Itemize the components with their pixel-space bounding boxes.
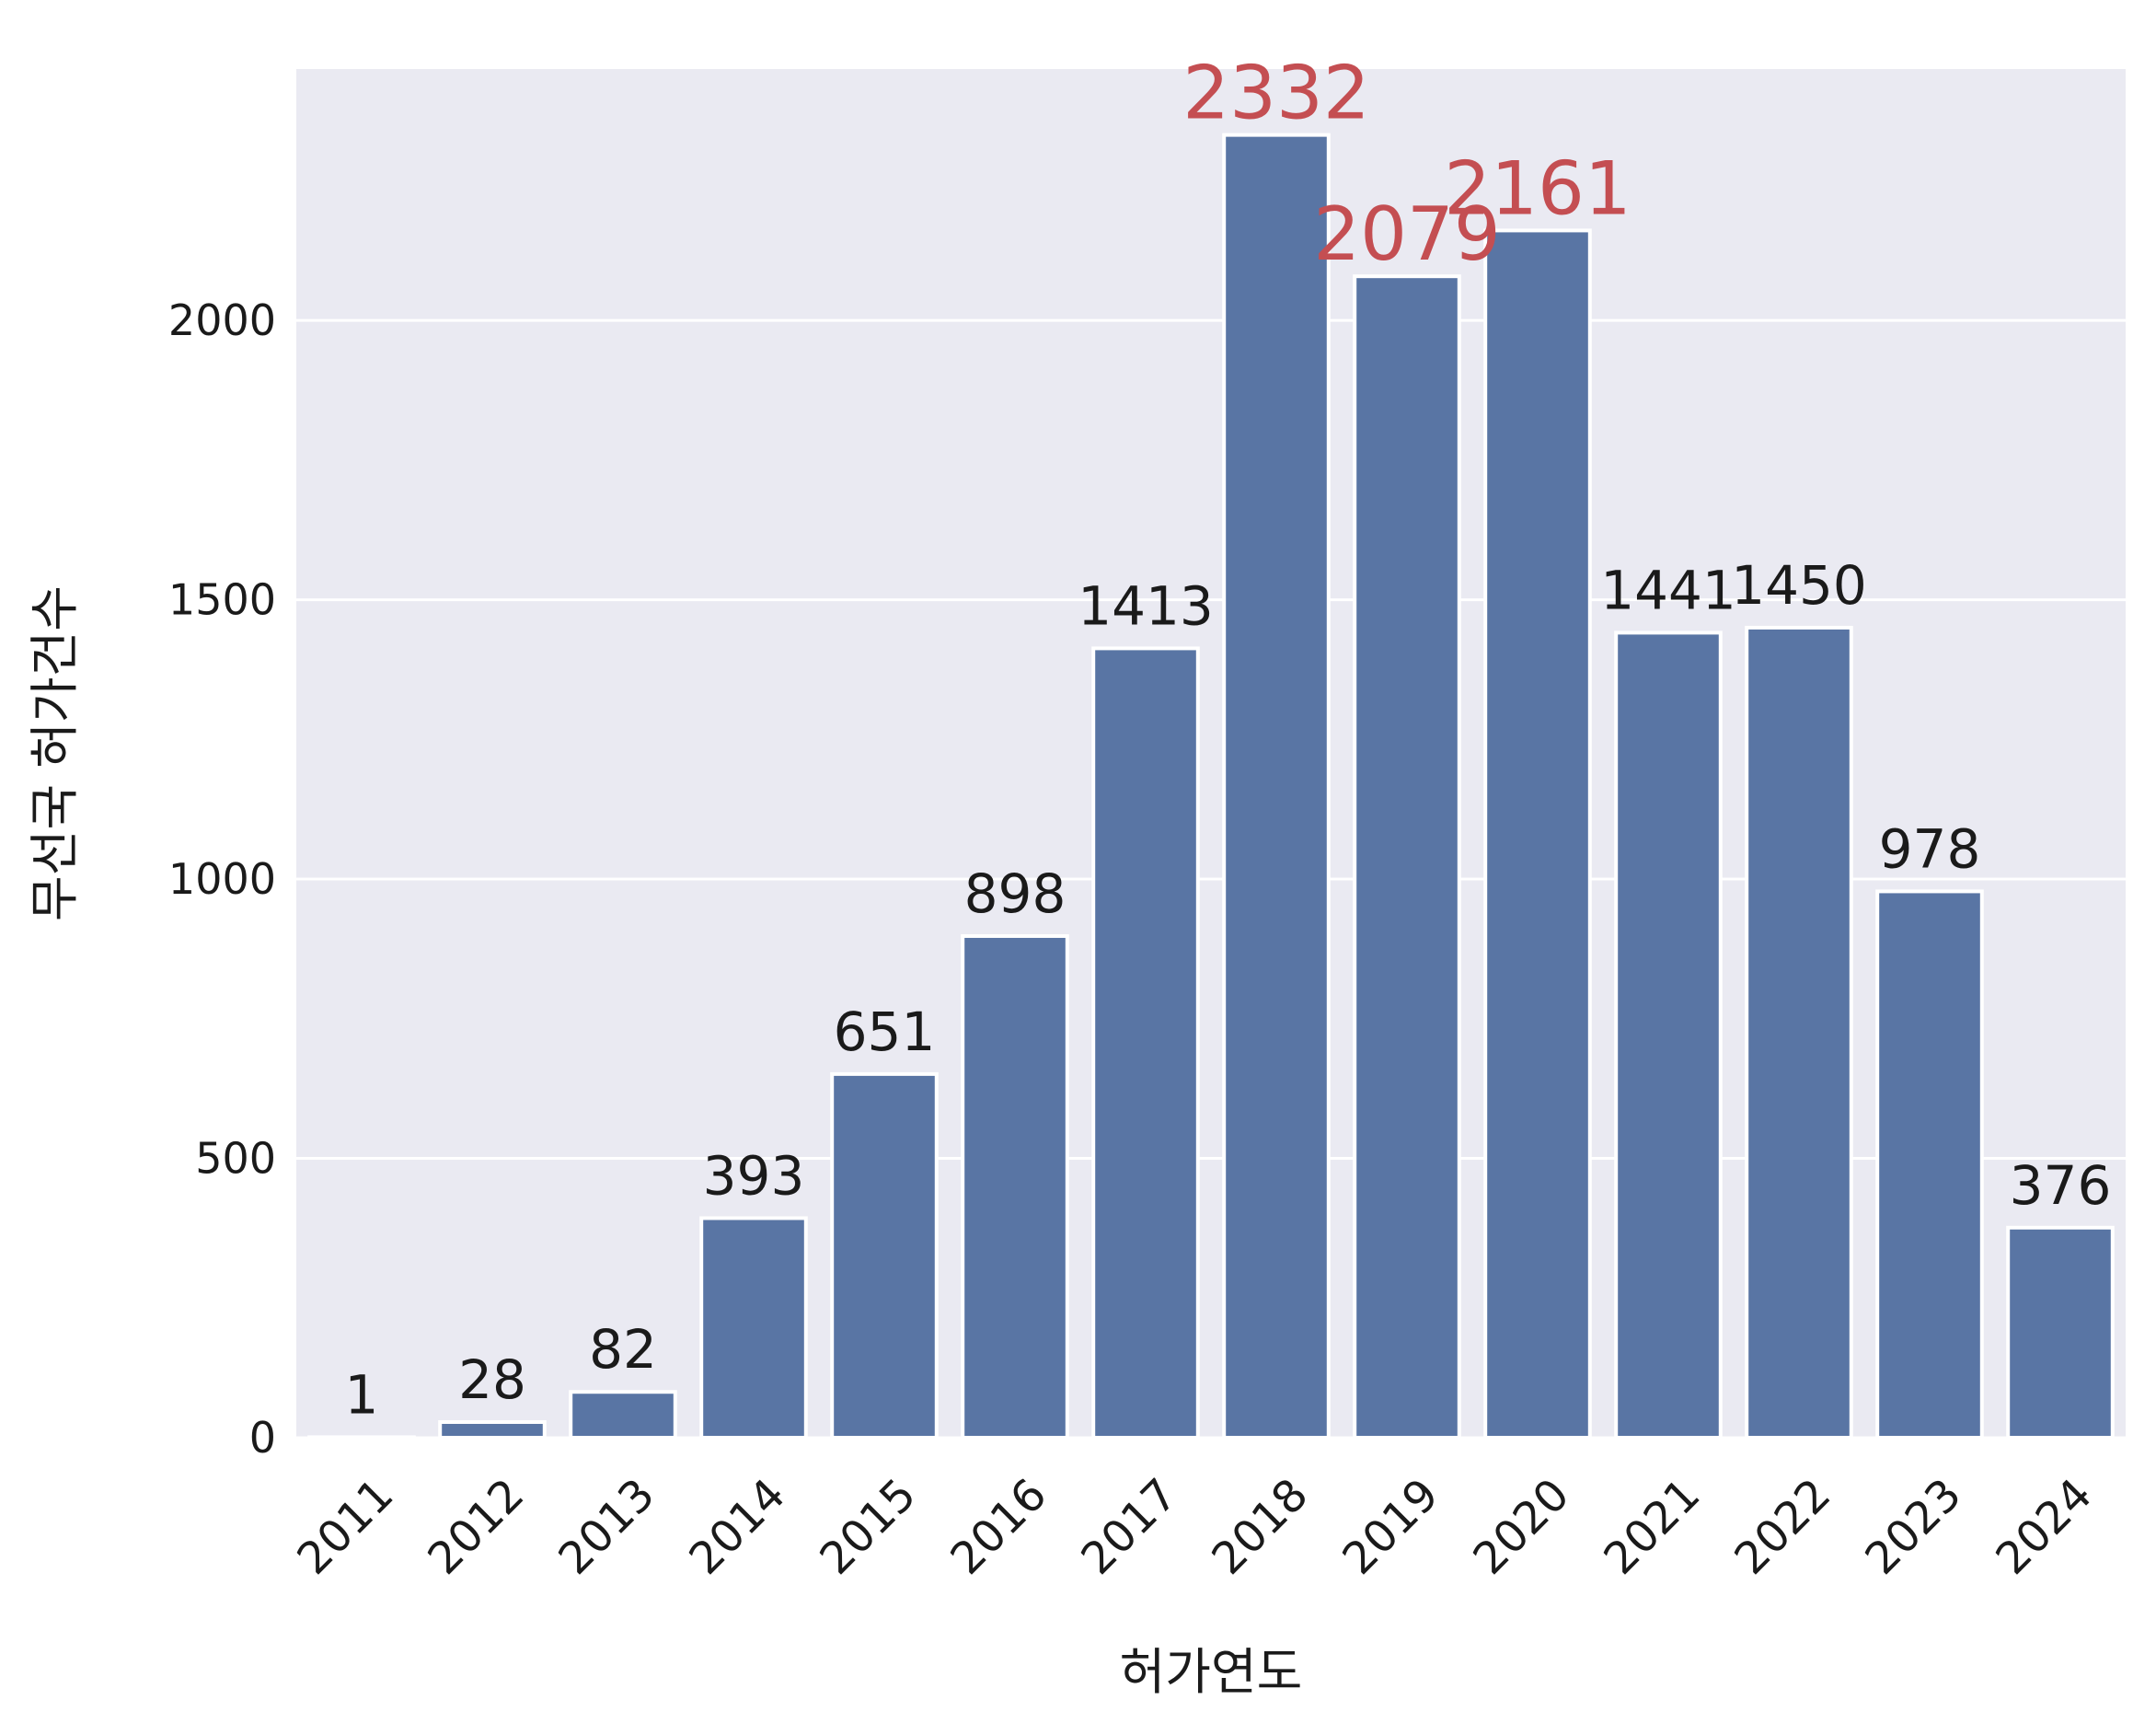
bar-2021 <box>1614 630 1723 1440</box>
x-tick-label: 2021 <box>1594 1469 1710 1585</box>
y-tick-label: 1000 <box>168 854 276 904</box>
bar-label-2018: 2332 <box>1182 51 1370 136</box>
x-tick-label: 2013 <box>548 1469 664 1585</box>
x-tick-label: 2011 <box>287 1469 403 1585</box>
bar-label-2024: 376 <box>2010 1154 2112 1217</box>
bar-2013 <box>569 1390 677 1440</box>
x-tick-label: 2014 <box>679 1469 795 1585</box>
bar-label-2012: 28 <box>458 1348 526 1411</box>
bar-2017 <box>1091 646 1200 1440</box>
x-axis-title: 허가연도 <box>1120 1643 1303 1701</box>
x-tick-label: 2022 <box>1724 1469 1840 1585</box>
bar-2011 <box>307 1435 416 1440</box>
bar-label-2011: 1 <box>345 1363 379 1426</box>
bar-label-2016: 898 <box>964 862 1066 925</box>
bar-2014 <box>699 1216 808 1440</box>
x-tick-label: 2023 <box>1855 1469 1971 1585</box>
y-tick-label: 2000 <box>168 295 276 345</box>
bars <box>307 133 2115 1440</box>
y-tick-label: 0 <box>249 1413 276 1463</box>
y-axis-ticks: 0 500 1000 1500 2000 <box>168 295 276 1463</box>
x-tick-label: 2017 <box>1071 1469 1187 1585</box>
bar-label-2015: 651 <box>834 1001 936 1063</box>
x-tick-label: 2019 <box>1332 1469 1448 1585</box>
x-tick-label: 2015 <box>810 1469 926 1585</box>
y-axis-title: 무선국 허가건수 <box>26 585 84 921</box>
y-tick-label: 1500 <box>168 575 276 625</box>
bar-2016 <box>961 933 1069 1440</box>
x-tick-label: 2020 <box>1463 1469 1579 1585</box>
bar-label-2013: 82 <box>589 1318 657 1381</box>
x-tick-label: 2012 <box>418 1469 534 1585</box>
x-axis-ticks: 2011 2012 2013 2014 2015 2016 2017 2018 2019 2020… <box>287 1469 2102 1585</box>
bar-label-2017: 1413 <box>1078 574 1214 637</box>
bar-2012 <box>438 1420 547 1440</box>
bar-label-2022: 1450 <box>1731 554 1867 617</box>
bar-label-2014: 393 <box>703 1144 805 1207</box>
bar-2019 <box>1353 274 1461 1440</box>
y-tick-label: 500 <box>195 1134 276 1184</box>
bar-label-2020: 2161 <box>1444 145 1631 231</box>
x-tick-label: 2018 <box>1202 1469 1318 1585</box>
bar-label-2019: 2079 <box>1313 191 1501 277</box>
bar-2024 <box>2006 1225 2115 1440</box>
bar-2015 <box>830 1071 939 1440</box>
bar-2022 <box>1745 625 1853 1440</box>
x-tick-label: 2024 <box>1986 1469 2102 1585</box>
bar-2023 <box>1875 889 1984 1440</box>
bar-label-2023: 978 <box>1879 817 1981 880</box>
bar-2018 <box>1222 133 1331 1440</box>
bar-2020 <box>1483 228 1592 1440</box>
bar-label-2021: 1441 <box>1600 559 1736 621</box>
x-tick-label: 2016 <box>940 1469 1056 1585</box>
